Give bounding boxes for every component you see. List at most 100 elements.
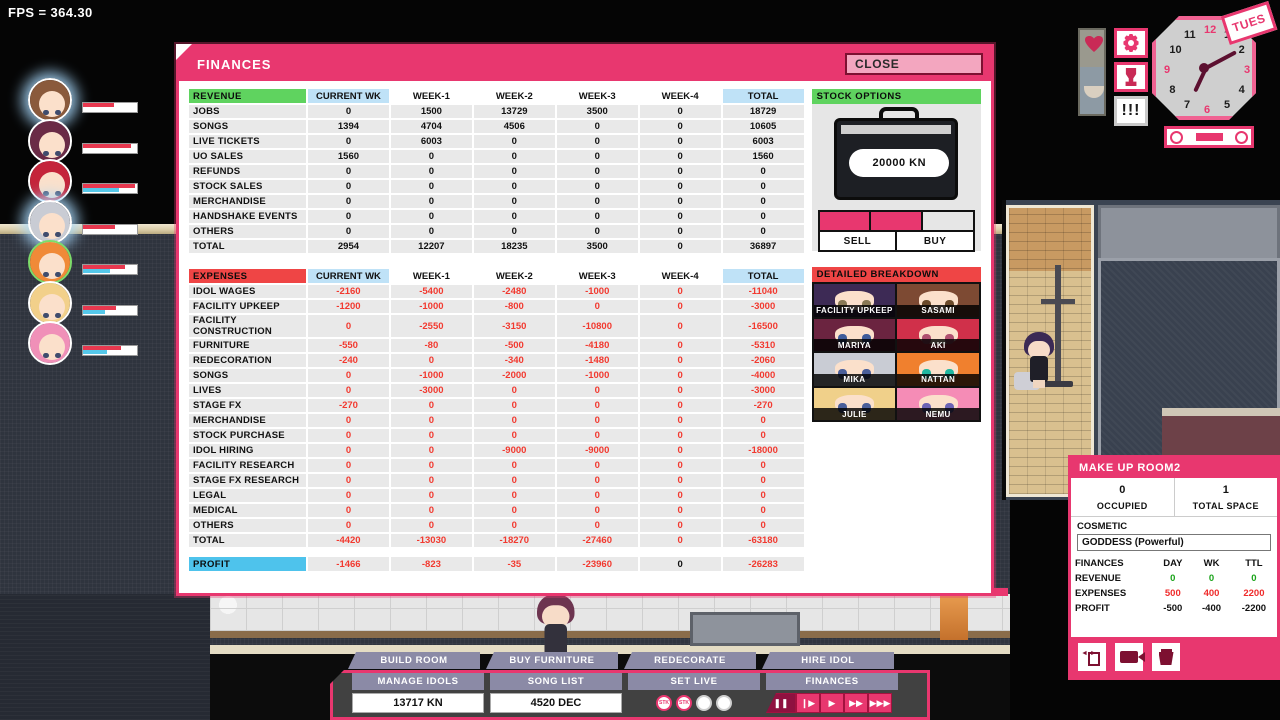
toolbar-button-hire-idol[interactable]: HIRE IDOL bbox=[762, 652, 894, 669]
alert-icon: !!! bbox=[1121, 102, 1141, 119]
alerts-button[interactable]: !!! bbox=[1114, 96, 1148, 126]
idol-avatar-5[interactable] bbox=[28, 240, 72, 284]
table-cell: 0 bbox=[389, 443, 474, 459]
toolbar-button-manage-idols[interactable]: MANAGE IDOLS bbox=[352, 673, 484, 690]
idol-avatar-row[interactable] bbox=[18, 321, 138, 365]
toolbar-button-set-live[interactable]: SET LIVE bbox=[628, 673, 760, 690]
delete-room-button[interactable] bbox=[1150, 641, 1182, 673]
clock-widget: 121234567891011 TUES bbox=[1148, 1, 1278, 148]
profit-header: PROFIT bbox=[189, 557, 308, 573]
row-label: IDOL HIRING bbox=[189, 443, 308, 459]
column-header: TOTAL bbox=[721, 89, 806, 105]
view-room-button[interactable] bbox=[1113, 641, 1145, 673]
row-label: EXPENSES bbox=[1075, 588, 1127, 599]
table-cell: 0 bbox=[555, 383, 640, 399]
speed-button-2[interactable]: ▶ bbox=[820, 693, 844, 713]
revenue-table: REVENUE CURRENT WK WEEK-1 WEEK-2 WEEK-3 WEEK-… bbox=[189, 89, 806, 255]
stock-slot-empty[interactable] bbox=[716, 695, 732, 711]
table-cell: WK bbox=[1203, 558, 1220, 569]
idol-avatar-row[interactable] bbox=[18, 159, 138, 203]
clock-number: 4 bbox=[1238, 84, 1245, 96]
table-cell: 0 bbox=[472, 164, 557, 180]
table-cell: 0 bbox=[555, 488, 640, 504]
idol-status-bar bbox=[82, 304, 138, 316]
rankings-button[interactable] bbox=[1114, 62, 1148, 92]
sell-button[interactable]: SELL bbox=[819, 230, 898, 250]
briefcase-handle bbox=[879, 107, 920, 121]
row-label: OTHERS bbox=[189, 224, 308, 240]
table-row: REFUNDS 0 0 0 0 0 0 bbox=[189, 164, 806, 180]
stock-segment bbox=[819, 212, 872, 230]
table-row: MERCHANDISE 0 0 0 0 0 0 bbox=[189, 413, 806, 429]
toolbar-button-finances[interactable]: FINANCES bbox=[766, 673, 898, 690]
speed-button-4[interactable]: ▶▶▶ bbox=[868, 693, 892, 713]
breakdown-portrait[interactable]: NATTAN bbox=[897, 353, 979, 386]
idol-avatar-1[interactable] bbox=[28, 78, 72, 122]
stock-slot-filled[interactable]: STK bbox=[656, 695, 672, 711]
idol-avatar-6[interactable] bbox=[28, 280, 72, 325]
speed-button-1[interactable]: ❙▶ bbox=[796, 693, 820, 713]
speed-button-3[interactable]: ▶▶ bbox=[844, 693, 868, 713]
table-cell: 400 bbox=[1203, 588, 1220, 599]
close-button[interactable]: CLOSE bbox=[845, 53, 983, 75]
breakdown-portrait[interactable]: MARIYA bbox=[813, 318, 896, 351]
table-cell: 0 bbox=[638, 428, 723, 444]
room-expenses-row: EXPENSES 500 400 2200 bbox=[1071, 586, 1277, 601]
table-row: TOTAL 2954 12207 18235 3500 0 36897 bbox=[189, 239, 806, 255]
idol-avatar-3[interactable] bbox=[28, 159, 72, 203]
table-cell: 0 bbox=[472, 134, 557, 150]
table-cell: 0 bbox=[389, 473, 474, 489]
detailed-breakdown-header: DETAILED BREAKDOWN bbox=[811, 267, 981, 282]
table-cell: 0 bbox=[555, 164, 640, 180]
table-row: LIVES 0 -3000 0 0 0 -3000 bbox=[189, 383, 806, 399]
idol-status-bar bbox=[82, 264, 138, 275]
table-cell: 0 bbox=[638, 338, 723, 354]
toolbar-button-redecorate[interactable]: REDECORATE bbox=[624, 652, 756, 669]
idol-avatar-2[interactable] bbox=[28, 118, 72, 163]
table-cell: 0 bbox=[307, 413, 391, 429]
idol-avatar-7[interactable] bbox=[28, 321, 72, 365]
idol-status-bar bbox=[82, 142, 138, 154]
table-cell: 0 bbox=[638, 194, 723, 210]
idol-avatar-4[interactable] bbox=[28, 199, 72, 244]
table-cell: TTL bbox=[1245, 558, 1263, 569]
move-room-button[interactable] bbox=[1076, 641, 1108, 673]
breakdown-portrait[interactable]: SASAMI bbox=[897, 284, 979, 317]
table-cell: 0 bbox=[638, 314, 723, 339]
row-label: MEDICAL bbox=[189, 503, 308, 519]
cosmetic-value[interactable]: GODDESS (Powerful) bbox=[1077, 534, 1271, 551]
breakdown-portrait[interactable]: MIKA bbox=[813, 353, 896, 386]
table-cell: -2550 bbox=[389, 314, 474, 339]
table-cell: 0 bbox=[472, 224, 557, 240]
idol-avatar-row[interactable] bbox=[18, 118, 138, 163]
idol-avatar-row[interactable] bbox=[18, 240, 138, 284]
table-cell: 0 bbox=[638, 164, 723, 180]
idol-avatar-row[interactable] bbox=[18, 280, 138, 325]
stock-slot-filled[interactable]: STK bbox=[676, 695, 692, 711]
table-cell: 0 bbox=[472, 518, 557, 534]
breakdown-portrait[interactable]: JULIE bbox=[813, 387, 896, 420]
toolbar-button-buy-furniture[interactable]: BUY FURNITURE bbox=[486, 652, 618, 669]
mood-meter bbox=[1164, 126, 1254, 148]
table-cell: 2954 bbox=[307, 239, 391, 255]
table-cell: 0 bbox=[307, 209, 391, 225]
stock-slot-empty[interactable] bbox=[696, 695, 712, 711]
idol-status-bar bbox=[82, 102, 138, 113]
breakdown-portrait[interactable]: AKI bbox=[897, 318, 979, 351]
idol-avatar-row[interactable] bbox=[18, 78, 138, 122]
buy-button[interactable]: BUY bbox=[897, 230, 973, 250]
table-cell: 0 bbox=[389, 194, 474, 210]
toolbar-button-build-room[interactable]: BUILD ROOM bbox=[348, 652, 480, 669]
table-row: LEGAL 0 0 0 0 0 0 bbox=[189, 488, 806, 504]
breakdown-portrait[interactable]: FACILITY UPKEEP bbox=[813, 284, 896, 317]
table-cell: 0 bbox=[307, 488, 391, 504]
pause-button[interactable]: ❚❚ bbox=[766, 693, 796, 713]
toolbar-button-song-list[interactable]: SONG LIST bbox=[490, 673, 622, 690]
occupied-label: OCCUPIED bbox=[1096, 501, 1148, 511]
room-action-bar bbox=[1071, 637, 1277, 677]
table-cell: -2160 bbox=[307, 284, 391, 300]
table-cell: -340 bbox=[472, 353, 557, 369]
breakdown-portrait[interactable]: NEMU bbox=[897, 387, 979, 420]
settings-button[interactable] bbox=[1114, 28, 1148, 58]
idol-avatar-row[interactable] bbox=[18, 199, 138, 244]
